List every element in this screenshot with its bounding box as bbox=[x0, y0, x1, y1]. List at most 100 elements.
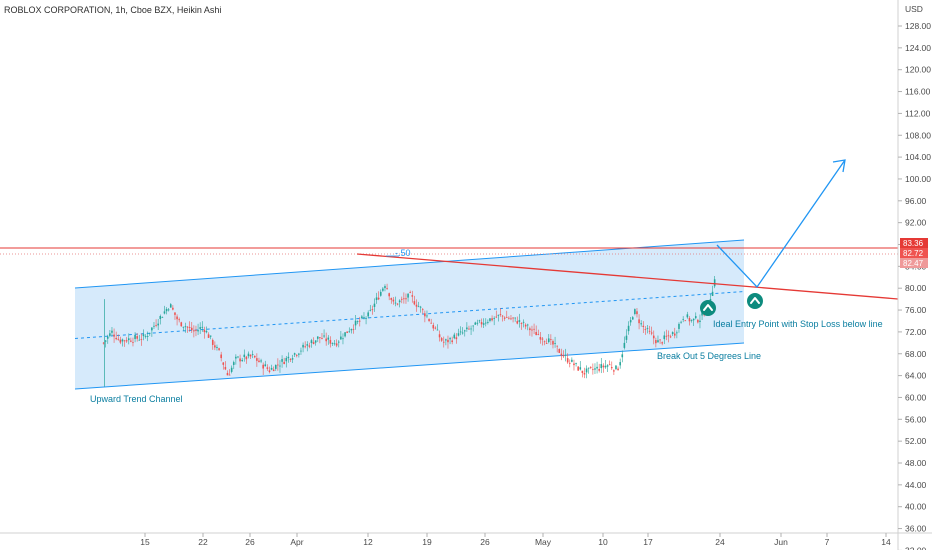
last-close-price-box: 82.72 bbox=[900, 248, 928, 258]
candle-body bbox=[155, 325, 157, 326]
candle-body bbox=[688, 318, 691, 322]
price-tick-label: 56.00 bbox=[905, 414, 927, 424]
candle-body bbox=[274, 364, 277, 369]
candle-body bbox=[291, 358, 294, 360]
candle-body bbox=[125, 340, 128, 342]
candle-body bbox=[375, 297, 378, 300]
svg-text:83.36: 83.36 bbox=[903, 239, 924, 248]
candle-body bbox=[491, 318, 493, 321]
time-tick-label: Jun bbox=[774, 537, 788, 547]
candle-body bbox=[342, 338, 344, 340]
candle-body bbox=[652, 335, 655, 339]
candle-body bbox=[579, 367, 582, 370]
candle-body bbox=[302, 344, 304, 348]
candle-body bbox=[369, 309, 372, 311]
candle-body bbox=[604, 365, 607, 368]
candle-body bbox=[684, 320, 687, 322]
candle-body bbox=[505, 317, 508, 318]
candle-body bbox=[348, 331, 351, 333]
candle-body bbox=[556, 345, 558, 347]
candle-body bbox=[373, 303, 376, 308]
candle-body bbox=[598, 369, 600, 371]
upward-trend-channel[interactable] bbox=[75, 240, 744, 389]
candle-body bbox=[195, 329, 197, 331]
candle-body bbox=[323, 335, 325, 337]
candle-body bbox=[251, 353, 254, 355]
candle-body bbox=[214, 345, 216, 348]
breakout-annotation: Break Out 5 Degrees Line bbox=[657, 351, 761, 361]
candle-body bbox=[277, 364, 279, 366]
candle-body bbox=[478, 320, 481, 322]
candle-body bbox=[306, 344, 309, 346]
price-tick-label: 36.00 bbox=[905, 524, 927, 534]
projection-path[interactable] bbox=[716, 159, 846, 289]
candle-body bbox=[421, 309, 424, 311]
candle-body bbox=[638, 319, 640, 324]
candle-body bbox=[592, 369, 594, 371]
candle-body bbox=[256, 358, 258, 361]
candle-body bbox=[201, 326, 204, 328]
candle-body bbox=[182, 326, 185, 328]
chart-title: ROBLOX CORPORATION, 1h, Cboe BZX, Heikin… bbox=[4, 5, 221, 15]
candle-body bbox=[699, 320, 701, 323]
chevron-up-icon[interactable] bbox=[700, 300, 716, 316]
candle-body bbox=[545, 343, 548, 344]
time-axis[interactable]: 15 22 26 Apr 12 19 26 May 10 17 24 Jun 7 14 bbox=[140, 533, 891, 547]
candle-body bbox=[289, 358, 292, 360]
candle-body bbox=[331, 342, 334, 344]
candle-body bbox=[424, 313, 426, 317]
candle-body bbox=[606, 365, 609, 367]
candle-body bbox=[163, 311, 166, 314]
candle-body bbox=[388, 293, 390, 297]
candle-body bbox=[434, 327, 437, 329]
candle-body bbox=[409, 292, 411, 294]
candle-body bbox=[547, 338, 550, 343]
candle-body bbox=[642, 325, 645, 327]
candle-body bbox=[264, 364, 267, 367]
candle-body bbox=[321, 338, 323, 339]
candle-body bbox=[671, 332, 674, 335]
candle-body bbox=[615, 365, 617, 370]
candle-body bbox=[417, 306, 420, 308]
candle-body bbox=[610, 367, 613, 369]
candle-body bbox=[480, 322, 483, 325]
candle-body bbox=[508, 317, 510, 319]
candle-body bbox=[428, 319, 430, 321]
candle-body bbox=[522, 321, 525, 323]
time-tick-label: 14 bbox=[881, 537, 891, 547]
price-tick-label: 100.00 bbox=[905, 174, 931, 184]
candle-body bbox=[474, 322, 477, 325]
channel-lower-line[interactable] bbox=[74, 342, 745, 390]
candle-body bbox=[193, 330, 195, 332]
candle-body bbox=[461, 332, 464, 334]
candle-body bbox=[132, 342, 134, 343]
candle-body bbox=[644, 329, 647, 331]
candle-body bbox=[692, 318, 695, 321]
candle-body bbox=[661, 342, 663, 344]
candle-body bbox=[709, 298, 712, 301]
chevron-up-icon[interactable] bbox=[747, 293, 763, 309]
candle-body bbox=[520, 322, 523, 324]
candle-body bbox=[293, 353, 296, 355]
candle-body bbox=[337, 341, 340, 343]
candle-body bbox=[468, 328, 470, 330]
price-tick-label: 52.00 bbox=[905, 436, 927, 446]
candle-body bbox=[484, 322, 487, 324]
candle-body bbox=[489, 318, 491, 321]
candle-body bbox=[314, 340, 317, 343]
channel-median-line[interactable] bbox=[74, 291, 745, 339]
candle-body bbox=[329, 339, 332, 344]
candle-body bbox=[199, 327, 201, 329]
candle-body bbox=[430, 322, 432, 324]
candle-body bbox=[531, 329, 533, 331]
candle-body bbox=[646, 328, 649, 329]
price-tick-label: 64.00 bbox=[905, 371, 927, 381]
candle-body bbox=[512, 317, 514, 319]
time-tick-label: 12 bbox=[363, 537, 373, 547]
candle-body bbox=[235, 356, 237, 359]
price-tick-label: 32.00 bbox=[905, 545, 927, 550]
candle-body bbox=[482, 323, 485, 325]
candle-body bbox=[466, 327, 468, 330]
breakout-trendline[interactable] bbox=[356, 253, 899, 300]
